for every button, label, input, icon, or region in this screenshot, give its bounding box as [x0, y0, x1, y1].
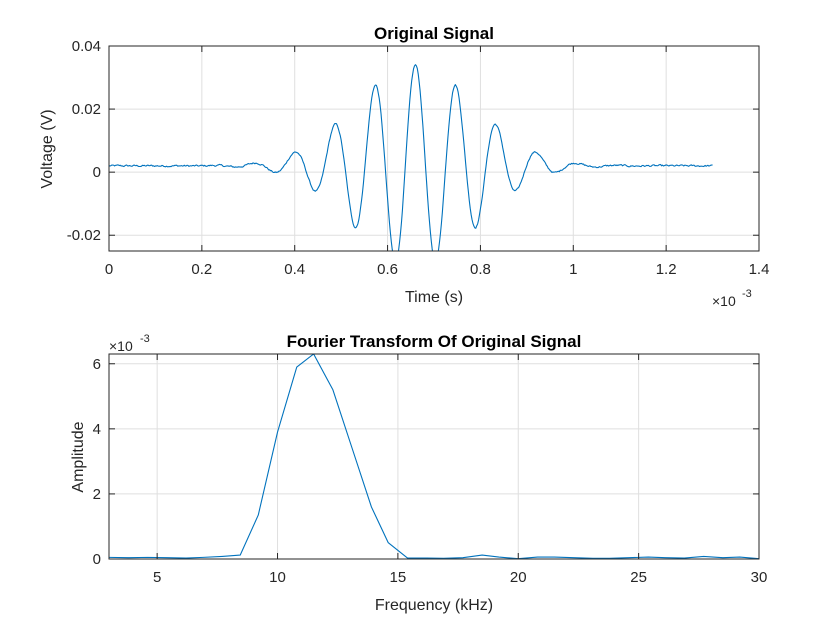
top-x-exponent-base: ×10: [712, 293, 736, 309]
bottom-ticks: 5 10 15 20 25 30 0 2 4 6: [93, 354, 768, 586]
bottom-x-axis-label: Frequency (kHz): [375, 597, 493, 614]
top-x-tick-label: 0: [105, 261, 113, 278]
bottom-series: [109, 354, 759, 559]
top-x-exponent-power: -3: [742, 288, 752, 300]
top-x-tick-label: 0.2: [191, 261, 212, 278]
top-x-tick-label: 1: [569, 261, 577, 278]
top-chart-title: Original Signal: [374, 24, 494, 43]
top-plot-frame: [108, 45, 760, 252]
bottom-plot-area: [108, 353, 760, 560]
top-y-tick-label: 0: [93, 164, 101, 181]
bottom-y-exponent: ×10 -3: [109, 333, 150, 354]
top-y-axis-label: Voltage (V): [39, 109, 56, 188]
bottom-grid: [109, 354, 759, 559]
top-x-tick-label: 0.8: [470, 261, 491, 278]
top-x-exponent: ×10 -3: [712, 288, 752, 309]
bottom-y-tick-label: 2: [93, 486, 101, 503]
top-x-tick-label: 1.2: [656, 261, 677, 278]
top-x-axis-label: Time (s): [405, 289, 463, 306]
bottom-y-tick-label: 0: [93, 551, 101, 568]
top-x-tick-label: 0.4: [284, 261, 305, 278]
bottom-x-tick-label: 25: [630, 569, 647, 586]
bottom-y-exponent-base: ×10: [109, 338, 133, 354]
top-y-tick-label: -0.02: [67, 227, 101, 244]
top-x-tick-label: 0.6: [377, 261, 398, 278]
top-series: [109, 64, 713, 251]
top-grid: [109, 46, 759, 251]
bottom-y-exponent-power: -3: [140, 333, 150, 345]
bottom-x-tick-label: 15: [390, 569, 407, 586]
top-x-tick-label: 1.4: [749, 261, 770, 278]
bottom-x-tick-label: 10: [269, 569, 286, 586]
bottom-y-axis-label: Amplitude: [70, 421, 87, 492]
bottom-x-tick-label: 20: [510, 569, 527, 586]
bottom-plot-frame: [108, 353, 760, 560]
bottom-y-tick-label: 4: [93, 421, 101, 438]
bottom-subplot: 5 10 15 20 25 30 0 2 4 6 Fourier Transform Of Ori…: [70, 332, 767, 614]
top-series-line: [109, 64, 713, 251]
top-y-tick-label: 0.02: [72, 101, 101, 118]
bottom-series-line: [109, 354, 759, 559]
bottom-x-tick-label: 5: [153, 569, 161, 586]
top-plot-area: [108, 45, 760, 252]
bottom-x-tick-label: 30: [751, 569, 768, 586]
bottom-chart-title: Fourier Transform Of Original Signal: [287, 332, 582, 351]
bottom-y-tick-label: 6: [93, 356, 101, 373]
top-y-tick-label: 0.04: [72, 38, 101, 55]
